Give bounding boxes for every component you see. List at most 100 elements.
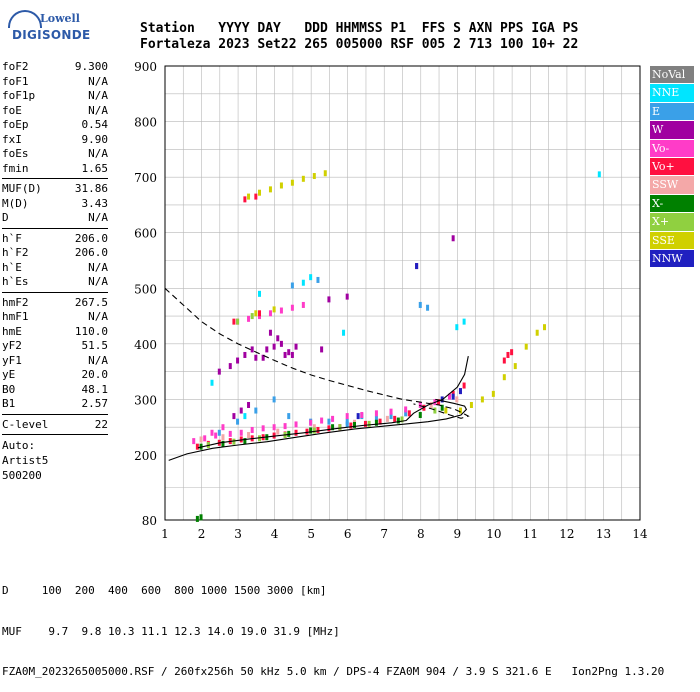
legend-item-w: W [650,121,694,139]
param-value: 267.5 [74,295,108,309]
param-value: N/A [88,310,108,323]
auto-text-2: 500200 [2,469,42,482]
point-w [250,346,254,353]
point-w [239,407,243,414]
point-vo [221,424,225,431]
point-w [232,413,236,420]
param-row-b1: B1 2.57 [2,397,108,412]
point-ssw [276,428,280,435]
param-value: N/A [88,103,108,117]
point-w [236,357,240,364]
point-w [327,296,331,303]
point-sse [469,401,473,408]
param-row-hes: h`Es N/A [2,275,108,290]
param-name: foEs [2,147,29,160]
param-name: yF2 [2,339,22,352]
param-name: fxI [2,132,22,146]
param-name: foE [2,103,22,117]
param-value: N/A [88,275,108,288]
point-vo [320,417,324,424]
point-x [338,424,342,431]
point-w [272,343,276,350]
point-vo [363,420,367,427]
x-tick-label: 1 [161,527,169,541]
point-x [400,416,404,423]
footer-distance-line: D 100 200 400 600 800 1000 1500 3000 [km… [2,584,327,597]
y-tick-label: 80 [142,514,157,528]
param-name: fmin [2,161,29,175]
point-w [276,335,280,342]
point-w [268,329,272,336]
point-sse [272,306,276,313]
param-row-hmf2: hmF2 267.5 [2,296,108,311]
auto-text-1: Artist5 [2,454,49,467]
param-row-fof1: foF1 N/A [2,75,108,90]
point-nne [210,379,214,386]
point-sse [247,193,251,200]
point-x [353,421,356,428]
param-name: foF2 [2,60,29,73]
point-w [345,293,349,300]
param-value: 0.54 [81,118,109,131]
param-value: N/A [88,89,108,102]
point-e [345,418,349,425]
param-value: N/A [88,260,108,274]
point-vo [448,393,451,400]
param-row-ye: yE 20.0 [2,368,108,383]
point-e [316,276,320,283]
point-w [247,401,251,408]
point-x [374,419,378,426]
point-vo [462,382,466,389]
param-row-fof2: foF2 9.300 [2,60,108,75]
point-x [367,420,371,427]
param-row-clevel: C-level 22 [2,418,108,433]
point-w [265,346,269,353]
point-ssw [429,401,433,408]
line-trace [197,355,469,449]
point-x [221,440,225,447]
point-x [195,515,199,522]
legend-item-vo: Vo- [650,139,694,157]
y-tick-label: 700 [134,171,157,185]
point-vo [250,426,254,433]
point-sse [312,173,316,180]
param-value: 22 [94,417,108,431]
param-row-fxi: fxI 9.90 [2,133,108,148]
point-ssw [199,436,203,443]
point-sse [491,390,495,397]
param-value: 3.43 [81,196,109,210]
point-sse [444,407,448,414]
param-separator [2,291,108,293]
legend-item-x: X- [650,194,694,213]
point-w [290,351,294,358]
point-ssw [312,424,316,431]
line-profile [168,398,468,461]
point-sse [254,310,258,317]
point-x [331,424,335,431]
point-sse [543,324,546,331]
param-name: h`F [2,231,22,245]
param-row-yf1: yF1 N/A [2,354,108,369]
legend-item-noval: NoVal [650,66,694,84]
x-tick-label: 8 [417,527,425,541]
point-vo [232,318,236,325]
point-vo [272,432,276,439]
point-vo [305,428,309,435]
point-e [217,429,221,436]
point-e [254,407,258,414]
point-vo [360,411,364,418]
point-e [389,413,393,420]
y-tick-label: 300 [134,393,157,407]
point-sse [290,179,294,186]
point-x [250,313,254,320]
param-row-hf: h`F 206.0 [2,232,108,247]
point-nne [342,329,346,336]
param-row-foe: foE N/A [2,104,108,119]
plot-border [164,65,641,521]
param-value: 51.5 [81,339,109,352]
param-separator [2,413,108,415]
param-name: foF1p [2,89,36,102]
y-tick-label: 600 [134,227,157,241]
y-tick-label: 200 [134,449,157,463]
point-ssw [247,431,251,438]
